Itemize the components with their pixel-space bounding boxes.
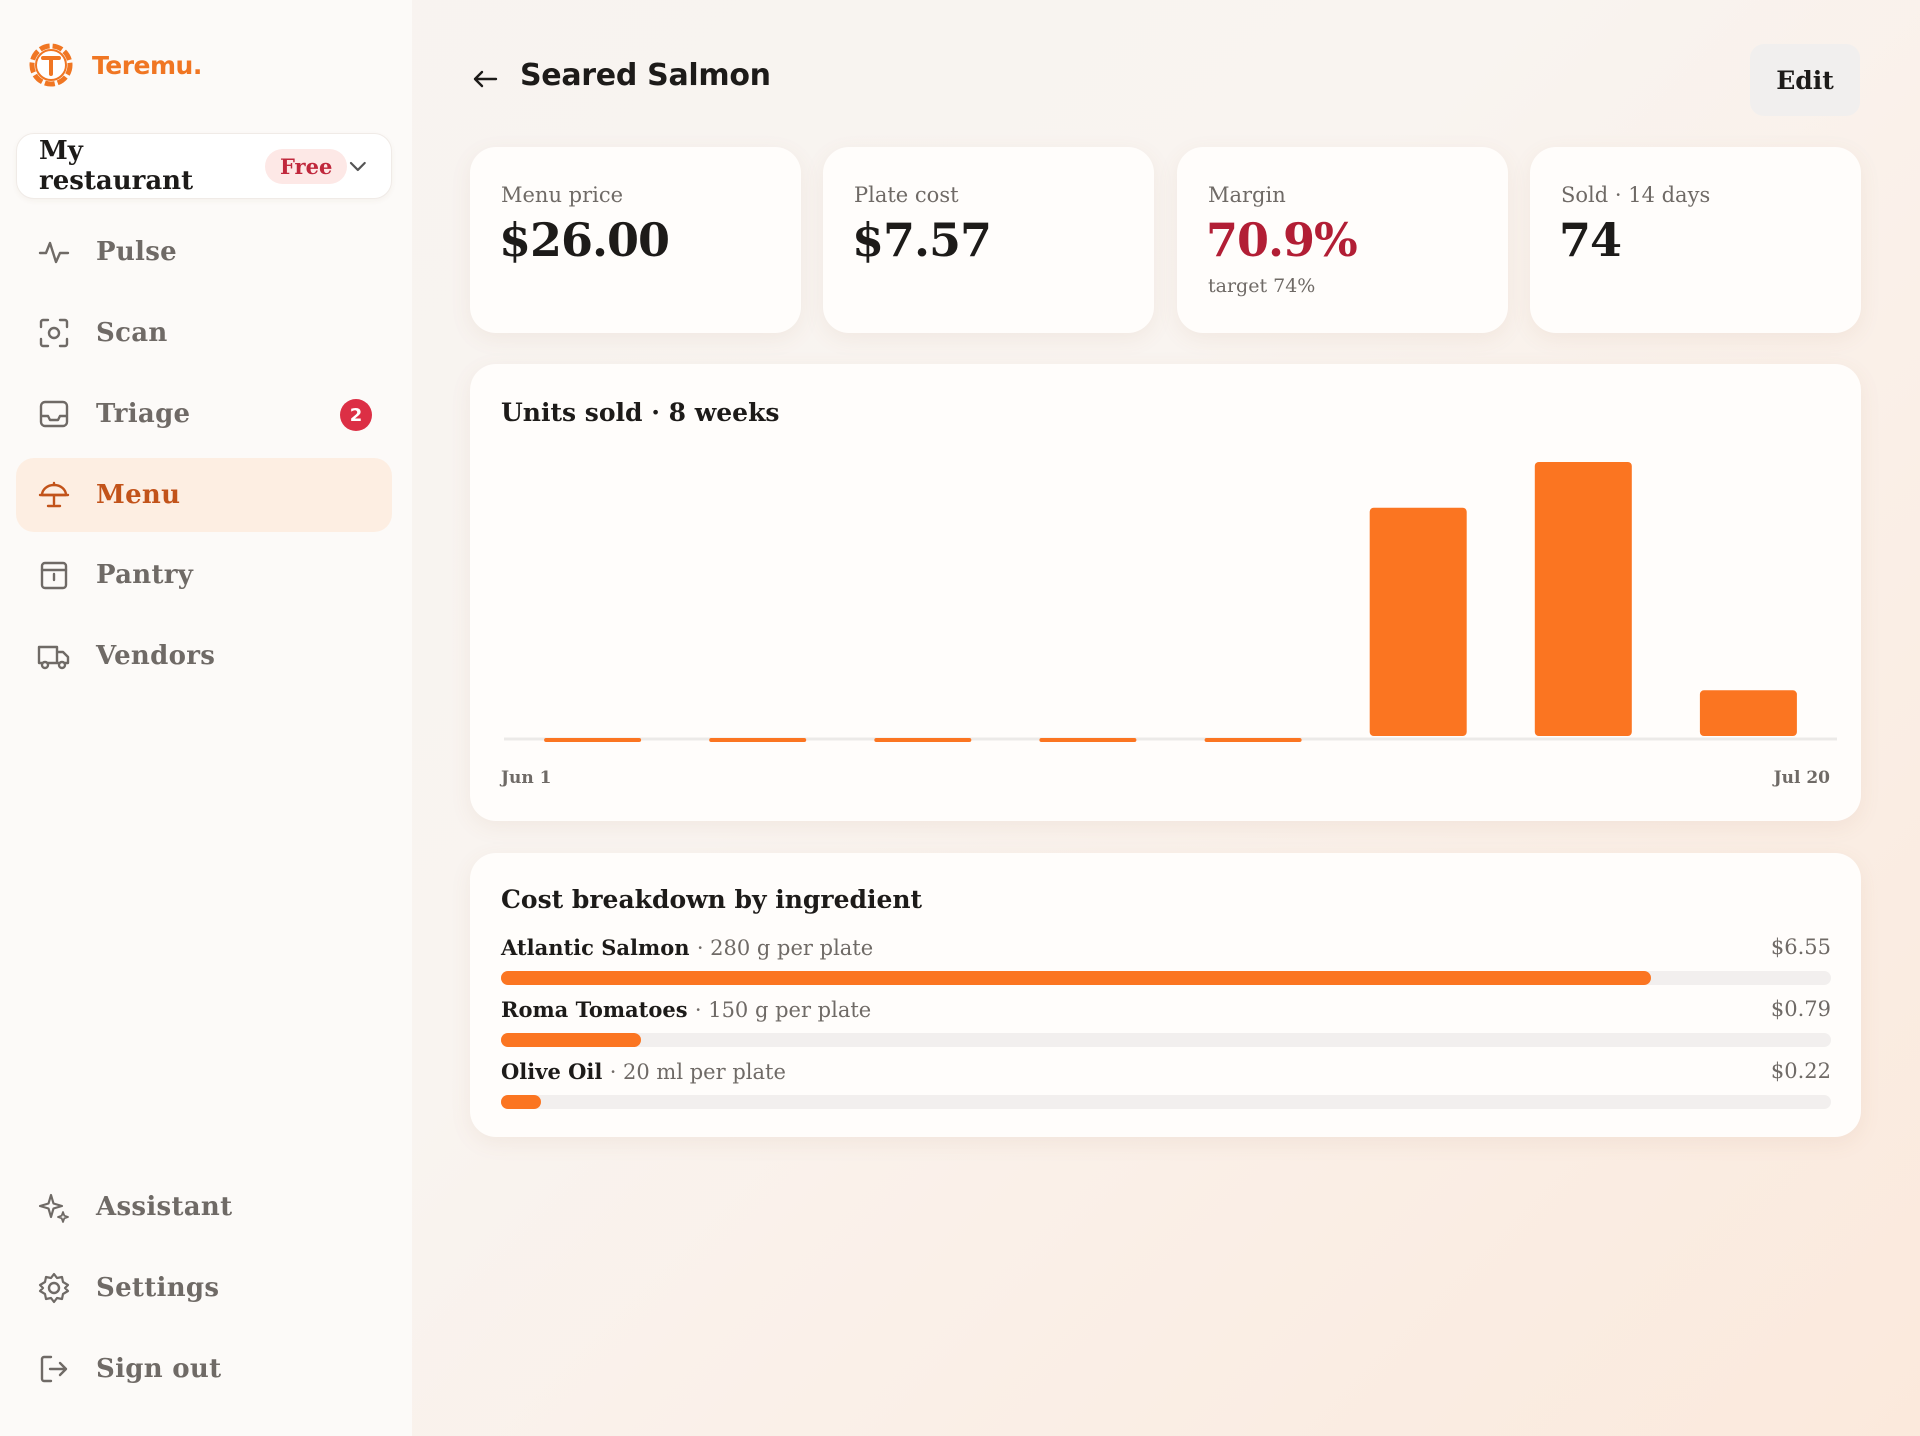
nav-item-pulse[interactable]: Pulse: [16, 215, 392, 289]
chart-bar: [1369, 507, 1467, 736]
ingredient-label: Roma Tomatoes · 150 g per plate: [501, 997, 871, 1022]
cost-bar-fill: [501, 1095, 541, 1109]
inbox-icon: [36, 396, 72, 432]
chart-bar: [874, 738, 972, 742]
stat-card-plate-cost: Plate cost $7.57: [823, 147, 1154, 333]
nav-item-menu[interactable]: Menu: [16, 458, 392, 532]
x-axis-end-label: Jul 20: [1773, 768, 1830, 788]
ingredient-name: Olive Oil: [501, 1059, 603, 1084]
ingredient-row[interactable]: Atlantic Salmon · 280 g per plate $6.55: [501, 935, 1831, 989]
stat-card-margin: Margin 70.9% target 74%: [1177, 147, 1508, 333]
cost-bar-fill: [501, 971, 1652, 985]
cost-bar-track: [501, 1095, 1831, 1109]
chart-bar: [1534, 462, 1632, 736]
restaurant-name: My restaurant: [39, 136, 194, 196]
ingredient-name: Roma Tomatoes: [501, 997, 688, 1022]
units-sold-chart-card: Units sold · 8 weeks Jun 1 Jul 20: [470, 364, 1861, 821]
nav-label: Vendors: [96, 641, 216, 671]
nav-label: Pantry: [96, 560, 194, 590]
sign-out-icon: [36, 1351, 72, 1387]
breakdown-title: Cost breakdown by ingredient: [501, 885, 923, 914]
ingredient-qty: · 20 ml per plate: [609, 1060, 786, 1084]
scan-icon: [36, 315, 72, 351]
chart-title: Units sold · 8 weeks: [501, 398, 780, 427]
chart-bar: [1204, 738, 1302, 742]
nav-item-settings[interactable]: Settings: [16, 1251, 392, 1325]
stat-value: $26.00: [499, 213, 670, 267]
nav-label: Sign out: [96, 1354, 222, 1384]
cost-bar-fill: [501, 1033, 641, 1047]
back-arrow-icon[interactable]: [470, 64, 500, 94]
ingredient-qty: · 150 g per plate: [694, 998, 872, 1022]
nav-item-triage[interactable]: Triage 2: [16, 377, 392, 451]
cloche-icon: [36, 477, 72, 513]
stat-label: Sold · 14 days: [1561, 183, 1711, 207]
chart-bar: [544, 738, 642, 742]
chevron-down-icon: [350, 161, 367, 172]
activity-icon: [36, 234, 72, 270]
ingredient-row[interactable]: Olive Oil · 20 ml per plate $0.22: [501, 1059, 1831, 1113]
stat-label: Margin: [1208, 183, 1286, 207]
units-sold-chart: [504, 462, 1837, 742]
cost-bar-track: [501, 971, 1831, 985]
truck-icon: [36, 638, 72, 674]
page-title: Seared Salmon: [520, 58, 771, 93]
chart-bar: [709, 738, 807, 742]
ingredient-cost: $6.55: [1770, 935, 1831, 959]
stat-card-sold: Sold · 14 days 74: [1530, 147, 1861, 333]
cost-breakdown-card: Cost breakdown by ingredient Atlantic Sa…: [470, 853, 1861, 1137]
cost-bar-track: [501, 1033, 1831, 1047]
chart-bar: [1699, 690, 1797, 736]
ingredient-name: Atlantic Salmon: [501, 935, 690, 960]
nav-item-scan[interactable]: Scan: [16, 296, 392, 370]
stat-target: target 74%: [1208, 275, 1316, 297]
sparkles-icon: [36, 1189, 72, 1225]
app-name: Teremu.: [92, 50, 202, 80]
nav-item-vendors[interactable]: Vendors: [16, 619, 392, 693]
nav-item-assistant[interactable]: Assistant: [16, 1170, 392, 1244]
restaurant-switcher[interactable]: My restaurant Free: [16, 133, 392, 199]
ingredient-cost: $0.79: [1770, 997, 1831, 1021]
nav-label: Pulse: [96, 237, 178, 267]
ingredient-cost: $0.22: [1770, 1059, 1831, 1083]
ingredient-row[interactable]: Roma Tomatoes · 150 g per plate $0.79: [501, 997, 1831, 1051]
x-axis-start-label: Jun 1: [501, 768, 552, 788]
stat-value: $7.57: [852, 213, 992, 267]
ingredient-label: Olive Oil · 20 ml per plate: [501, 1059, 786, 1084]
stat-card-menu-price: Menu price $26.00: [470, 147, 801, 333]
ingredient-qty: · 280 g per plate: [696, 936, 874, 960]
nav-label: Triage: [96, 399, 191, 429]
plan-badge: Free: [265, 148, 348, 184]
triage-count-badge: 2: [340, 399, 372, 431]
gear-icon: [36, 1270, 72, 1306]
chart-bar: [1039, 738, 1137, 742]
nav-item-pantry[interactable]: Pantry: [16, 538, 392, 612]
app-logo[interactable]: Teremu.: [28, 42, 202, 88]
nav-label: Scan: [96, 318, 168, 348]
stat-label: Plate cost: [854, 183, 959, 207]
ingredient-label: Atlantic Salmon · 280 g per plate: [501, 935, 873, 960]
stat-label: Menu price: [501, 183, 624, 207]
edit-button[interactable]: Edit: [1750, 44, 1860, 116]
logo-icon: [29, 43, 73, 87]
nav-label: Assistant: [96, 1192, 233, 1222]
stat-value: 70.9%: [1206, 213, 1358, 267]
pantry-box-icon: [36, 557, 72, 593]
sidebar: Teremu. My restaurant Free Pulse Scan Tr…: [0, 0, 412, 1436]
nav-item-sign-out[interactable]: Sign out: [16, 1332, 392, 1406]
stat-value: 74: [1559, 213, 1622, 267]
nav-label: Menu: [96, 480, 181, 510]
nav-label: Settings: [96, 1273, 220, 1303]
